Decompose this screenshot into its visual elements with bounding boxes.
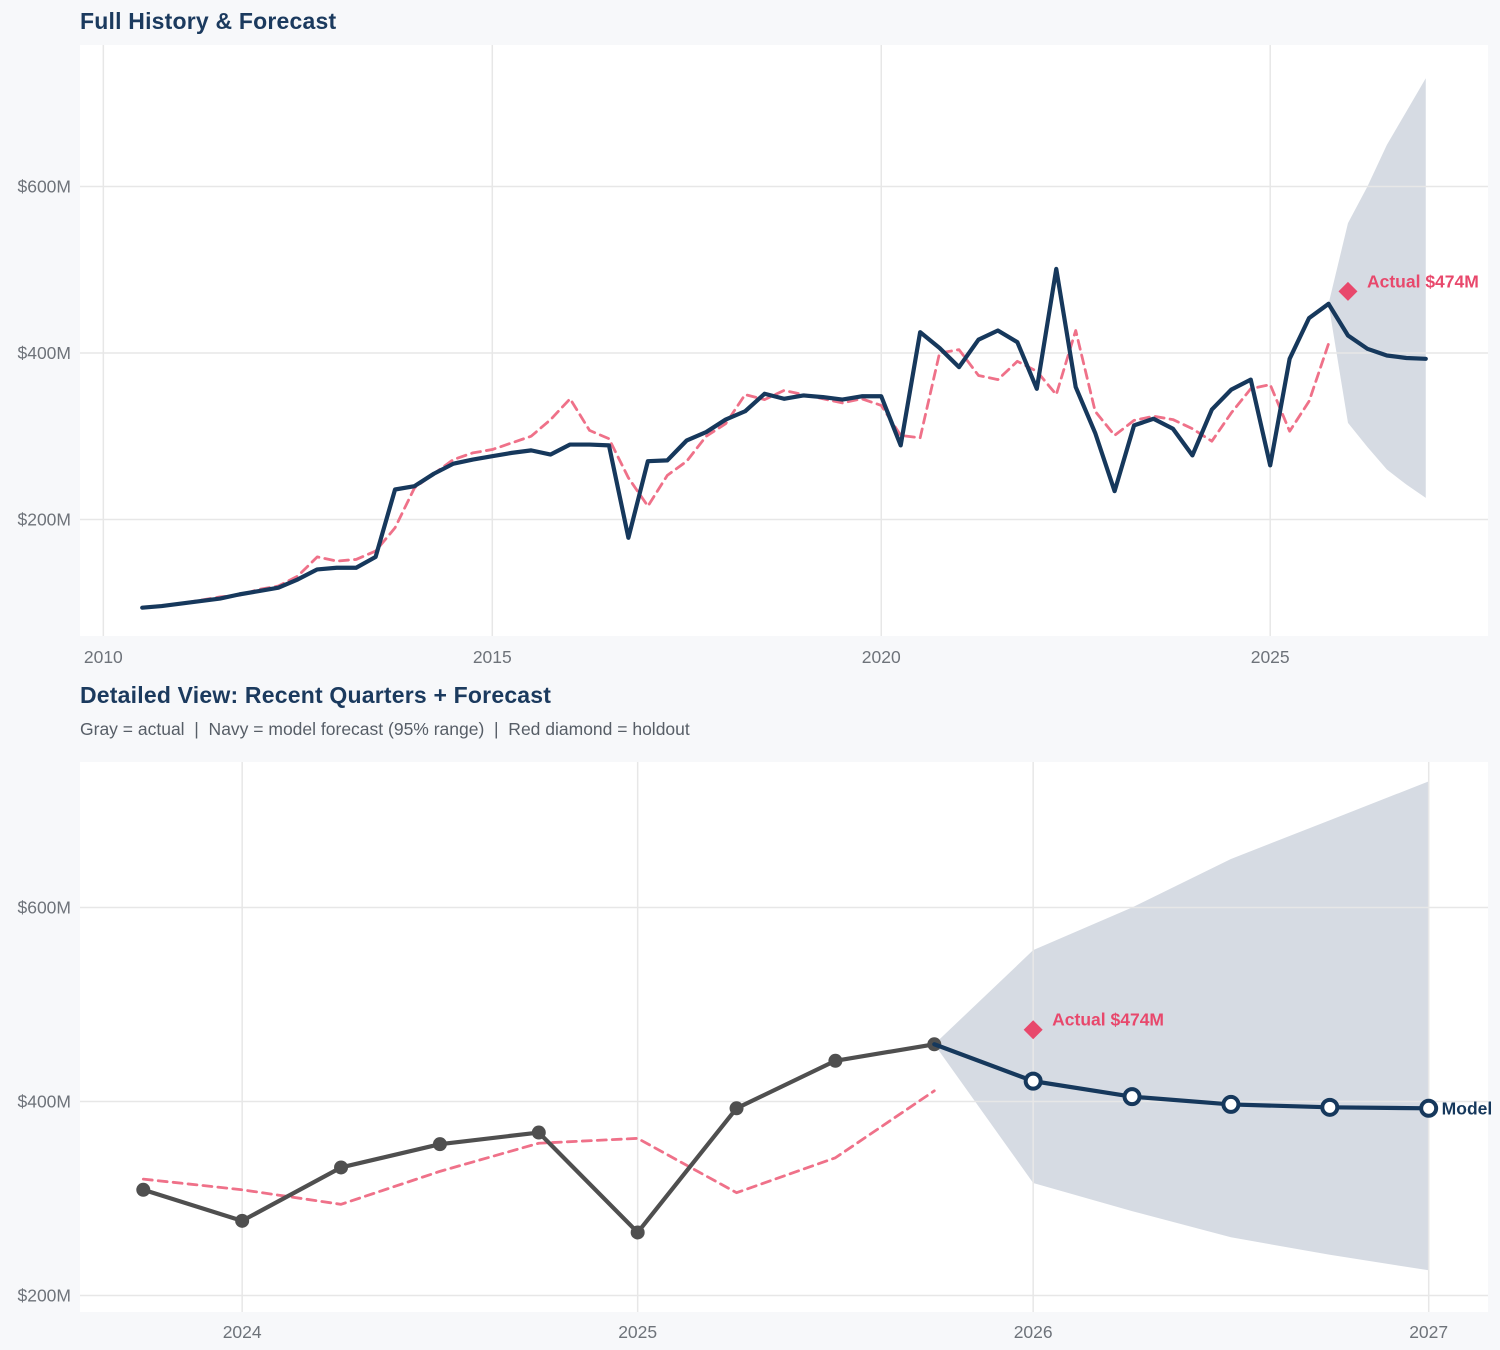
- model-backtest-line-1: [140, 329, 1330, 610]
- actual-point-marker: [235, 1213, 250, 1228]
- y-axis-tick-label: $400M: [17, 1092, 71, 1112]
- actual-history-line-1: [140, 266, 1331, 610]
- confidence-band-2: [934, 781, 1429, 1271]
- x-axis-tick-label: 2026: [1014, 1322, 1053, 1342]
- forecast-point-marker: [1419, 1098, 1439, 1118]
- x-axis-tick-label: 2025: [1251, 647, 1290, 667]
- actual-point-marker: [432, 1137, 447, 1152]
- x-axis-tick-label: 2025: [618, 1322, 657, 1342]
- plot-area-1: [80, 45, 1488, 636]
- holdout-annotation-1: Actual $474M: [1367, 271, 1479, 291]
- holdout-diamond-2: [1023, 1020, 1043, 1040]
- actual-point-marker: [630, 1225, 645, 1240]
- actual-point-marker: [334, 1160, 349, 1175]
- x-axis-tick-label: 2010: [84, 647, 123, 667]
- detailed-view-legend-note: Gray = actual | Navy = model forecast (9…: [80, 719, 690, 739]
- x-axis-tick-label: 2027: [1409, 1322, 1448, 1342]
- actual-point-marker: [531, 1125, 546, 1140]
- x-axis-tick-label: 2020: [862, 647, 901, 667]
- model-backtest-line-2: [141, 1089, 936, 1206]
- detailed-view-chart-title: Detailed View: Recent Quarters + Forecas…: [80, 682, 552, 708]
- holdout-diamond-1: [1338, 281, 1358, 301]
- actual-point-marker: [828, 1053, 843, 1068]
- x-axis-tick-label: 2024: [223, 1322, 262, 1342]
- forecast-point-marker: [1320, 1097, 1340, 1117]
- actual-point-marker: [136, 1182, 151, 1197]
- full-history-chart-title: Full History & Forecast: [80, 8, 337, 34]
- forecast-point-marker: [1221, 1094, 1241, 1114]
- y-axis-tick-label: $600M: [17, 177, 71, 197]
- forecast-point-marker: [1023, 1071, 1043, 1091]
- model-line-label: Model: [1442, 1098, 1493, 1118]
- y-axis-tick-label: $600M: [17, 898, 71, 918]
- y-axis-tick-label: $200M: [17, 1286, 71, 1306]
- x-axis-tick-label: 2015: [473, 647, 512, 667]
- y-axis-tick-label: $200M: [17, 509, 71, 529]
- forecast-point-marker: [1122, 1087, 1142, 1107]
- holdout-annotation-2: Actual $474M: [1052, 1010, 1164, 1030]
- forecast-line-1: [1326, 301, 1428, 361]
- forecast-line-2: [932, 1042, 1431, 1111]
- y-axis-tick-label: $400M: [17, 343, 71, 363]
- confidence-band-1: [1328, 78, 1426, 498]
- actual-point-marker: [729, 1101, 744, 1116]
